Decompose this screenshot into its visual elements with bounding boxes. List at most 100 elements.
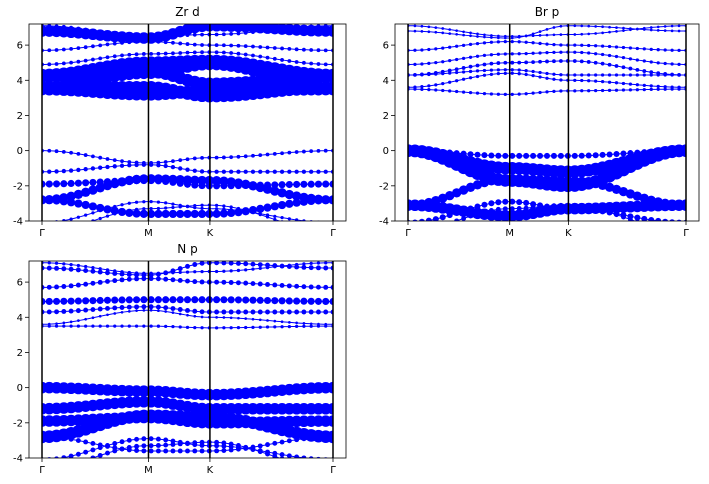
band-10-weight-point xyxy=(45,297,53,305)
y-tick-label: 0 xyxy=(17,146,23,157)
band-0-weight-point xyxy=(649,224,654,229)
band-2-weight-point xyxy=(279,439,285,445)
band-10-weight-point xyxy=(579,59,584,64)
band-2-weight-point xyxy=(126,447,132,453)
x-tick-label: Γ xyxy=(683,228,689,239)
band-1-weight-point xyxy=(294,454,300,458)
band-8-weight-point xyxy=(510,71,514,75)
band-6-weight-point xyxy=(287,150,292,155)
band-1-weight-point xyxy=(178,203,182,207)
band-0-weight-point xyxy=(324,230,327,233)
band-6-weight-point xyxy=(192,156,197,161)
band-8-weight-point xyxy=(244,317,248,320)
band-1-weight-point xyxy=(54,456,59,458)
band-9-weight-point xyxy=(141,304,147,310)
band-12-weight-point xyxy=(127,52,132,57)
band-1-weight-point xyxy=(91,211,95,215)
band-8-weight-point xyxy=(309,322,313,326)
band-11-weight-point xyxy=(228,280,234,285)
band-8-weight-point xyxy=(215,315,218,319)
band-13-weight-point xyxy=(608,25,611,29)
band-12-weight-point xyxy=(200,50,204,55)
band-0-weight-point xyxy=(448,220,451,221)
band-11-weight-point xyxy=(163,276,169,282)
band-2-weight-point xyxy=(219,209,228,218)
band-13-weight-point xyxy=(677,29,681,33)
x-tick-label: Γ xyxy=(39,465,45,476)
band-10-weight-point xyxy=(538,59,542,64)
band-0-weight-point xyxy=(141,443,147,449)
band-0-weight-point xyxy=(301,463,306,468)
band-4-weight-point xyxy=(256,181,264,189)
band-7-weight-point xyxy=(287,324,291,329)
band-4-weight-point xyxy=(327,415,333,427)
band-1-weight-point xyxy=(295,218,299,221)
band-9-weight-point xyxy=(323,309,329,315)
plot-area xyxy=(42,261,333,468)
band-2-weight-point xyxy=(163,448,169,454)
y-tick-label: -4 xyxy=(379,217,389,228)
band-0-weight-point xyxy=(302,226,305,229)
band-7-weight-point xyxy=(185,325,190,329)
band-4-weight-point xyxy=(176,179,184,187)
band-5-weight-point xyxy=(301,169,307,174)
band-4-weight-point xyxy=(213,182,221,190)
x-tick-label: M xyxy=(144,465,153,476)
band-10-weight-point xyxy=(496,61,501,65)
band-0-weight-point xyxy=(142,207,146,211)
band-11-weight-point xyxy=(663,61,667,66)
band-11-weight-point xyxy=(621,56,626,60)
band-10-weight-point xyxy=(169,296,177,304)
band-7-weight-point xyxy=(496,92,500,96)
band-12-weight-point xyxy=(105,270,110,276)
band-2-weight-point xyxy=(176,209,185,219)
plot-area xyxy=(408,24,686,229)
band-12-weight-point xyxy=(496,40,500,44)
band-3-weight-point xyxy=(59,193,69,203)
band-13-weight-point xyxy=(76,263,81,268)
band-6-weight-point xyxy=(571,152,578,159)
band-13-weight-point xyxy=(670,29,674,33)
band-8-weight-point xyxy=(317,322,320,326)
band-0-weight-point xyxy=(76,460,81,465)
band-10-weight-point xyxy=(242,296,250,304)
axes-frame xyxy=(28,23,347,222)
band-13-weight-point xyxy=(142,271,146,275)
band-11-weight-point xyxy=(46,284,52,290)
band-14-weight-point xyxy=(649,26,653,29)
band-3-weight-point xyxy=(313,194,324,204)
band-9-weight-point xyxy=(301,309,307,315)
band-6-weight-point xyxy=(323,148,328,153)
band-10-weight-point xyxy=(426,71,431,76)
band-7-weight-point xyxy=(76,324,81,328)
panel-br-p: -4 -2 0 2 4 6 Γ M K Γ Br p xyxy=(379,5,700,239)
band-15-weight-point xyxy=(185,33,190,37)
band-8-weight-point xyxy=(587,79,591,83)
band-11-weight-point xyxy=(531,51,535,55)
band-1-weight-point xyxy=(76,215,81,219)
band-3-weight-point xyxy=(681,200,686,210)
band-0-weight-point xyxy=(502,206,508,212)
band-7-weight-point xyxy=(236,325,241,330)
band-13-weight-point xyxy=(462,33,465,37)
band-1-weight-point xyxy=(142,200,146,204)
band-6-weight-point xyxy=(83,153,88,157)
band-4-weight-point xyxy=(74,179,82,187)
band-7-weight-point xyxy=(580,89,584,93)
band-0-weight-point xyxy=(171,205,175,210)
band-7-weight-point xyxy=(84,324,88,328)
band-12-weight-point xyxy=(323,265,329,271)
band-11-weight-point xyxy=(448,59,452,63)
band-1-weight-point xyxy=(119,439,125,445)
band-10-weight-point xyxy=(42,297,46,306)
band-11-weight-point xyxy=(97,279,103,285)
band-1-weight-point xyxy=(127,201,131,205)
band-8-weight-point xyxy=(496,72,500,76)
band-3-weight-point xyxy=(328,195,333,205)
band-6-weight-point xyxy=(272,151,277,156)
band-11-weight-point xyxy=(199,279,205,285)
band-6-weight-point xyxy=(655,148,662,155)
band-0-weight-point xyxy=(214,203,219,207)
band-3-weight-point xyxy=(95,183,105,193)
band-1-weight-point xyxy=(273,214,277,218)
